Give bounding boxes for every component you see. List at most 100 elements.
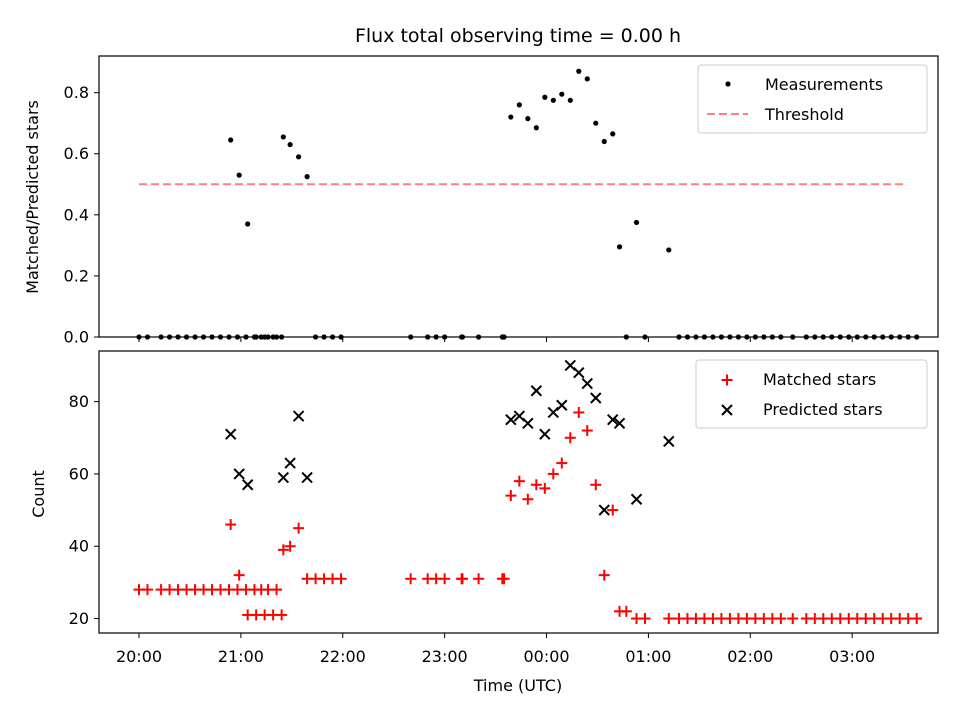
predicted-cross-b bbox=[505, 413, 517, 426]
legend-predicted-marker bbox=[721, 404, 733, 416]
measurement-point bbox=[501, 334, 507, 340]
matched-star-point bbox=[556, 457, 568, 469]
measurement-point bbox=[234, 334, 241, 340]
measurement-point bbox=[533, 125, 539, 131]
measurement-point bbox=[642, 334, 648, 340]
matched-star-point bbox=[284, 540, 296, 552]
matched-star-point bbox=[590, 479, 602, 491]
measurement-point bbox=[270, 334, 276, 340]
measurement-point bbox=[262, 334, 268, 340]
measurement-point bbox=[525, 116, 531, 122]
predicted-cross-b bbox=[277, 471, 290, 484]
matched-star-point bbox=[225, 519, 237, 531]
matched-star-point bbox=[522, 493, 534, 505]
measurement-point bbox=[769, 334, 775, 340]
measurement-point bbox=[871, 334, 877, 340]
bottom-legend-box bbox=[695, 359, 928, 429]
predicted-star-point bbox=[556, 399, 568, 411]
measurement-point bbox=[593, 120, 599, 126]
measurement-point bbox=[559, 91, 565, 97]
predicted-cross-b bbox=[292, 410, 305, 422]
bottom-y-axis-label: Count bbox=[29, 470, 48, 518]
measurement-point bbox=[752, 334, 758, 340]
measurement-point bbox=[718, 334, 725, 340]
predicted-star-point bbox=[590, 392, 602, 404]
measurement-point bbox=[217, 334, 224, 340]
matched-star-point bbox=[141, 584, 153, 596]
measurement-point bbox=[863, 334, 869, 340]
measurement-point bbox=[812, 334, 818, 340]
predicted-star-point bbox=[530, 385, 543, 397]
matched-star-point bbox=[271, 584, 283, 596]
measurement-point bbox=[790, 334, 796, 340]
matched-star-point bbox=[620, 605, 632, 617]
measurement-point bbox=[584, 76, 590, 82]
measurement-point bbox=[610, 131, 616, 137]
top-legend: Measurements Threshold bbox=[697, 64, 928, 134]
measurement-point bbox=[727, 334, 733, 340]
measurement-point bbox=[516, 102, 522, 108]
matched-star-point bbox=[439, 573, 451, 585]
predicted-star-point bbox=[233, 468, 245, 480]
y-tick-label: 0.2 bbox=[64, 266, 89, 285]
measurement-point bbox=[304, 174, 310, 180]
measurement-point bbox=[666, 247, 672, 253]
measurement-point bbox=[476, 334, 482, 340]
measurement-point bbox=[175, 334, 181, 340]
measurement-point bbox=[209, 334, 215, 340]
predicted-cross-b bbox=[556, 399, 568, 411]
x-axis-label: Time (UTC) bbox=[473, 676, 562, 695]
predicted-star-point bbox=[224, 428, 237, 440]
y-tick-label: 0.8 bbox=[64, 83, 89, 102]
measurement-point bbox=[550, 97, 556, 103]
predicted-star-point bbox=[277, 471, 290, 484]
predicted-star-point bbox=[241, 479, 254, 491]
matched-star-point bbox=[276, 609, 288, 621]
measurement-point bbox=[905, 334, 911, 340]
chart-title: Flux total observing time = 0.00 h bbox=[355, 25, 681, 47]
measurement-point bbox=[226, 334, 232, 340]
measurement-point bbox=[329, 334, 336, 340]
x-tick-label: 23:00 bbox=[422, 647, 468, 666]
predicted-cross-b bbox=[590, 392, 602, 404]
matched-star-point bbox=[775, 613, 787, 625]
matched-star-point bbox=[456, 573, 468, 585]
measurement-point bbox=[321, 334, 327, 340]
measurement-point bbox=[601, 138, 607, 145]
matched-star-point bbox=[277, 544, 289, 556]
matched-star-point bbox=[233, 569, 245, 581]
measurement-point bbox=[245, 221, 251, 227]
measurement-point bbox=[761, 334, 767, 340]
measurement-point bbox=[623, 334, 629, 340]
x-tick-label: 01:00 bbox=[625, 647, 671, 666]
matched-star-point bbox=[639, 613, 651, 625]
bottom-panel: 20 40 60 80 20:00 21:00 22:00 23:00 00:00 01:00 0… bbox=[29, 350, 939, 695]
y-tick-label: 0.0 bbox=[64, 328, 89, 347]
x-tick-label: 20:00 bbox=[116, 647, 162, 666]
legend-cross-b bbox=[721, 404, 733, 416]
matched-star-point bbox=[335, 573, 347, 585]
measurement-point bbox=[854, 334, 860, 340]
bottom-x-ticks: 20:00 21:00 22:00 23:00 00:00 01:00 02:00 03:00 bbox=[116, 633, 875, 666]
measurement-point bbox=[425, 334, 431, 340]
bottom-y-ticks: 20 40 60 80 bbox=[69, 392, 99, 628]
measurement-point bbox=[820, 334, 826, 340]
predicted-cross-b bbox=[513, 410, 526, 422]
predicted-cross-b bbox=[284, 457, 296, 469]
matched-star-point bbox=[513, 475, 525, 487]
matched-star-point bbox=[573, 406, 585, 418]
matched-star-point bbox=[607, 504, 619, 516]
matched-star-point bbox=[405, 573, 417, 585]
predicted-cross-b bbox=[663, 435, 675, 448]
predicted-star-point bbox=[598, 504, 610, 516]
measurement-point bbox=[158, 334, 164, 340]
measurement-point bbox=[837, 334, 843, 340]
predicted-cross-b bbox=[564, 359, 576, 372]
legend-predicted-label: Predicted stars bbox=[763, 400, 883, 419]
measurement-point bbox=[228, 137, 234, 143]
predicted-cross-b bbox=[581, 377, 593, 390]
measurement-point bbox=[287, 141, 293, 148]
measurement-point bbox=[880, 334, 886, 340]
measurement-point bbox=[236, 172, 242, 178]
bottom-plot-frame bbox=[98, 350, 939, 634]
